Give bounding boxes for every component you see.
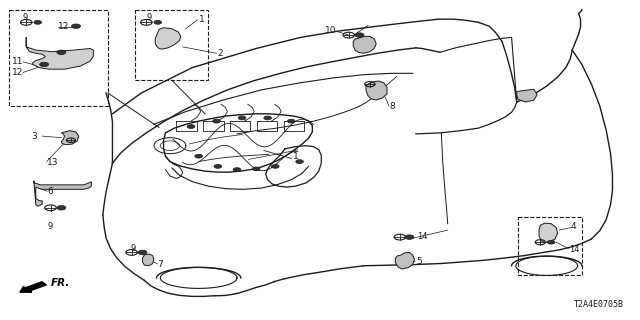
- Circle shape: [138, 250, 147, 255]
- Text: 6: 6: [47, 187, 53, 196]
- Text: 1: 1: [198, 15, 204, 24]
- Bar: [518, 217, 582, 275]
- Text: 7: 7: [157, 260, 163, 269]
- Bar: [9, 10, 108, 106]
- Circle shape: [57, 205, 66, 210]
- Circle shape: [72, 24, 81, 28]
- Polygon shape: [539, 223, 557, 242]
- Polygon shape: [26, 37, 93, 69]
- Polygon shape: [61, 131, 79, 145]
- Text: 5: 5: [416, 257, 422, 266]
- Text: 3: 3: [31, 132, 37, 140]
- Text: 13: 13: [47, 158, 58, 167]
- Text: 14: 14: [569, 245, 580, 254]
- Text: 12: 12: [58, 22, 70, 31]
- Text: FR.: FR.: [51, 278, 70, 288]
- Polygon shape: [156, 28, 180, 49]
- Circle shape: [405, 235, 414, 239]
- Text: 9: 9: [48, 222, 53, 231]
- Circle shape: [355, 33, 364, 37]
- Circle shape: [271, 164, 279, 168]
- Text: 10: 10: [325, 27, 337, 36]
- Circle shape: [296, 160, 303, 164]
- Circle shape: [233, 168, 241, 172]
- Polygon shape: [396, 252, 415, 269]
- Text: 2: 2: [218, 49, 223, 58]
- Circle shape: [264, 116, 271, 120]
- Circle shape: [238, 116, 246, 120]
- Circle shape: [57, 50, 66, 54]
- Circle shape: [187, 124, 195, 128]
- Bar: [135, 10, 208, 80]
- Polygon shape: [34, 181, 92, 206]
- Text: 8: 8: [389, 102, 395, 111]
- Circle shape: [214, 164, 221, 168]
- Polygon shape: [516, 89, 537, 102]
- Circle shape: [212, 119, 220, 123]
- Text: 11: 11: [12, 57, 23, 66]
- Circle shape: [287, 119, 295, 123]
- Text: 1: 1: [293, 152, 299, 161]
- Text: 12: 12: [12, 68, 23, 77]
- Text: T2A4E0705B: T2A4E0705B: [573, 300, 623, 309]
- Text: 4: 4: [571, 222, 577, 231]
- Text: 9: 9: [146, 13, 152, 22]
- Polygon shape: [143, 254, 154, 266]
- Polygon shape: [366, 81, 387, 100]
- Text: 9: 9: [131, 244, 136, 253]
- Circle shape: [154, 20, 162, 24]
- Text: 9: 9: [22, 13, 28, 22]
- Circle shape: [547, 240, 555, 244]
- Circle shape: [40, 62, 49, 67]
- Polygon shape: [353, 36, 376, 53]
- Text: 14: 14: [417, 232, 428, 241]
- FancyArrow shape: [20, 282, 46, 292]
- Circle shape: [252, 167, 260, 171]
- Circle shape: [34, 20, 42, 24]
- Circle shape: [195, 154, 202, 158]
